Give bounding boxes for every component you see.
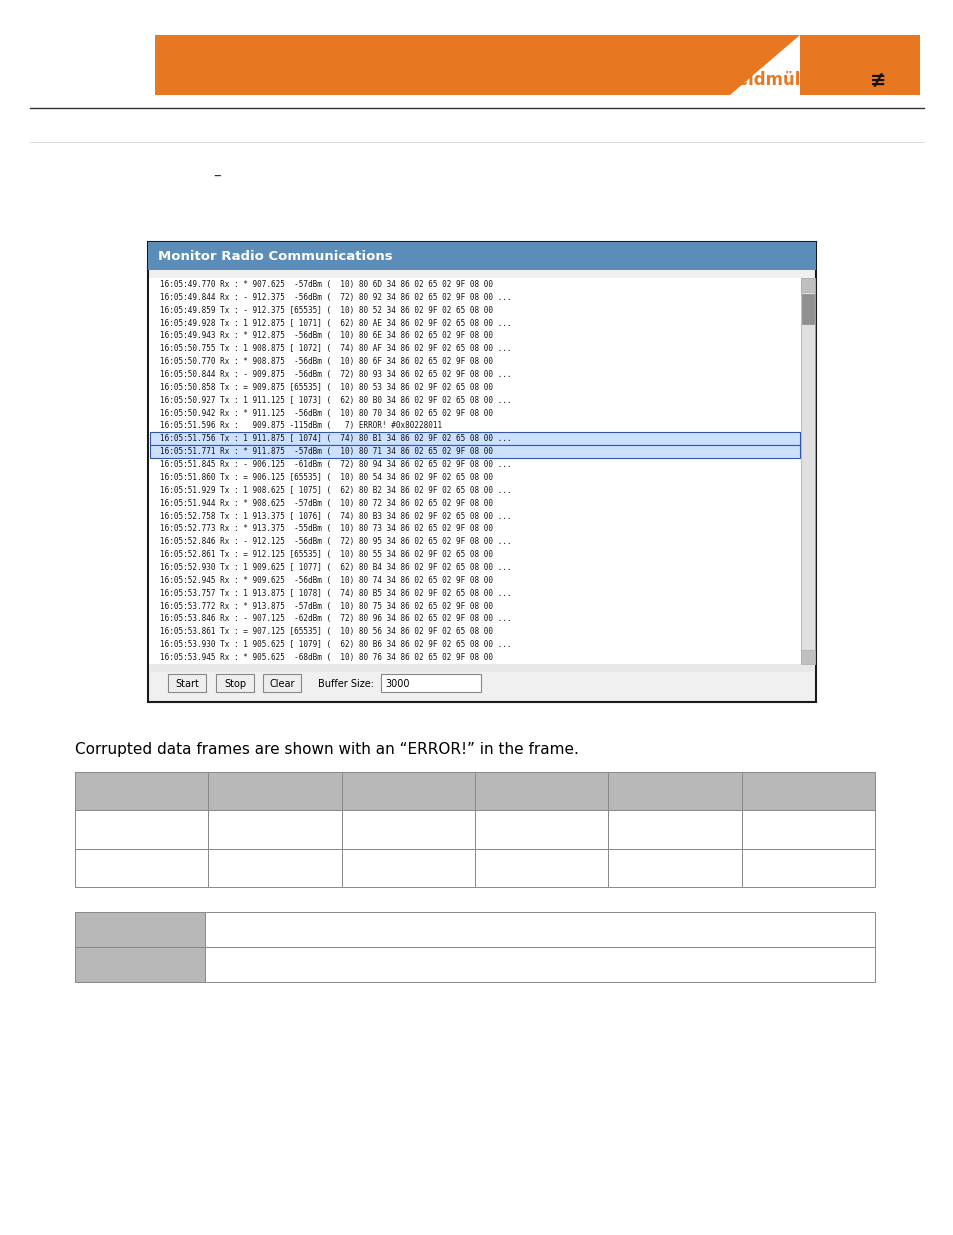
Text: 16:05:53.945 Rx : * 905.625  -68dBm (  10) 80 76 34 86 02 65 02 9F 08 00: 16:05:53.945 Rx : * 905.625 -68dBm ( 10)… — [160, 653, 493, 662]
Bar — [154, 35, 729, 95]
Text: 16:05:52.758 Tx : 1 913.375 [ 1076] (  74) 80 B3 34 86 02 9F 02 65 08 00 ...: 16:05:52.758 Tx : 1 913.375 [ 1076] ( 74… — [160, 511, 511, 520]
Text: ≢: ≢ — [869, 70, 885, 89]
Text: 16:05:51.845 Rx : - 906.125  -61dBm (  72) 80 94 34 86 02 65 02 9F 08 00 ...: 16:05:51.845 Rx : - 906.125 -61dBm ( 72)… — [160, 461, 511, 469]
Text: 16:05:51.771 Rx : * 911.875  -57dBm (  10) 80 71 34 86 02 65 02 9F 08 00: 16:05:51.771 Rx : * 911.875 -57dBm ( 10)… — [160, 447, 493, 456]
Bar — [149, 664, 814, 672]
Bar — [208, 810, 341, 848]
Text: 16:05:50.770 Rx : * 908.875  -56dBm (  10) 80 6F 34 86 02 65 02 9F 08 00: 16:05:50.770 Rx : * 908.875 -56dBm ( 10)… — [160, 357, 493, 366]
Bar — [75, 947, 205, 982]
Text: 16:05:49.943 Rx : * 912.875  -56dBm (  10) 80 6E 34 86 02 65 02 9F 08 00: 16:05:49.943 Rx : * 912.875 -56dBm ( 10)… — [160, 331, 493, 341]
Text: 16:05:49.844 Rx : - 912.375  -56dBm (  72) 80 92 34 86 02 65 02 9F 08 00 ...: 16:05:49.844 Rx : - 912.375 -56dBm ( 72)… — [160, 293, 511, 301]
Text: Start: Start — [175, 679, 199, 689]
Polygon shape — [729, 35, 800, 95]
Bar — [801, 650, 814, 664]
Text: 16:05:52.846 Rx : - 912.125  -56dBm (  72) 80 95 34 86 02 65 02 9F 08 00 ...: 16:05:52.846 Rx : - 912.125 -56dBm ( 72)… — [160, 537, 511, 546]
Bar — [608, 772, 740, 810]
Text: 16:05:51.944 Rx : * 908.625  -57dBm (  10) 80 72 34 86 02 65 02 9F 08 00: 16:05:51.944 Rx : * 908.625 -57dBm ( 10)… — [160, 499, 493, 508]
Text: 3000: 3000 — [385, 679, 409, 689]
Text: 16:05:50.858 Tx : = 909.875 [65535] (  10) 80 53 34 86 02 9F 02 65 08 00: 16:05:50.858 Tx : = 909.875 [65535] ( 10… — [160, 383, 493, 391]
Bar — [740, 810, 874, 848]
Text: 16:05:53.772 Rx : * 913.875  -57dBm (  10) 80 75 34 86 02 65 02 9F 08 00: 16:05:53.772 Rx : * 913.875 -57dBm ( 10)… — [160, 601, 493, 610]
Bar — [801, 278, 814, 291]
Bar — [205, 911, 874, 947]
Bar — [475, 810, 608, 848]
Bar — [475, 772, 608, 810]
Bar — [148, 242, 815, 701]
Text: 16:05:49.770 Rx : * 907.625  -57dBm (  10) 80 6D 34 86 02 65 02 9F 08 00: 16:05:49.770 Rx : * 907.625 -57dBm ( 10)… — [160, 280, 493, 289]
Bar — [341, 772, 475, 810]
Text: 16:05:50.927 Tx : 1 911.125 [ 1073] (  62) 80 B0 34 86 02 9F 02 65 08 00 ...: 16:05:50.927 Tx : 1 911.125 [ 1073] ( 62… — [160, 395, 511, 405]
Text: Corrupted data frames are shown with an “ERROR!” in the frame.: Corrupted data frames are shown with an … — [75, 742, 578, 757]
Bar — [380, 674, 480, 692]
Bar — [75, 911, 205, 947]
Text: 16:05:52.930 Tx : 1 909.625 [ 1077] (  62) 80 B4 34 86 02 9F 02 65 08 00 ...: 16:05:52.930 Tx : 1 909.625 [ 1077] ( 62… — [160, 563, 511, 572]
Bar — [150, 446, 800, 458]
Bar — [341, 810, 475, 848]
Text: 16:05:51.596 Rx :   909.875 -115dBm (   7) ERROR! #0x80228011: 16:05:51.596 Rx : 909.875 -115dBm ( 7) E… — [160, 421, 441, 431]
Bar — [475, 848, 608, 887]
Bar — [149, 278, 801, 664]
Bar — [208, 848, 341, 887]
Bar — [150, 432, 800, 446]
Bar — [801, 294, 813, 324]
Text: 16:05:53.757 Tx : 1 913.875 [ 1078] (  74) 80 B5 34 86 02 9F 02 65 08 00 ...: 16:05:53.757 Tx : 1 913.875 [ 1078] ( 74… — [160, 589, 511, 598]
Text: 16:05:53.930 Tx : 1 905.625 [ 1079] (  62) 80 B6 34 86 02 9F 02 65 08 00 ...: 16:05:53.930 Tx : 1 905.625 [ 1079] ( 62… — [160, 640, 511, 650]
Text: Weidmüller: Weidmüller — [720, 70, 825, 89]
Bar — [801, 278, 814, 664]
Bar — [75, 848, 208, 887]
Text: 16:05:53.846 Rx : - 907.125  -62dBm (  72) 80 96 34 86 02 65 02 9F 08 00 ...: 16:05:53.846 Rx : - 907.125 -62dBm ( 72)… — [160, 615, 511, 624]
Text: –: – — [213, 168, 220, 183]
Bar — [208, 772, 341, 810]
Text: 16:05:49.859 Tx : - 912.375 [65535] (  10) 80 52 34 86 02 9F 02 65 08 00: 16:05:49.859 Tx : - 912.375 [65535] ( 10… — [160, 306, 493, 315]
Bar — [215, 674, 253, 692]
Text: 16:05:50.755 Tx : 1 908.875 [ 1072] (  74) 80 AF 34 86 02 9F 02 65 08 00 ...: 16:05:50.755 Tx : 1 908.875 [ 1072] ( 74… — [160, 345, 511, 353]
Text: 16:05:49.928 Tx : 1 912.875 [ 1071] (  62) 80 AE 34 86 02 9F 02 65 08 00 ...: 16:05:49.928 Tx : 1 912.875 [ 1071] ( 62… — [160, 319, 511, 327]
Text: Monitor Radio Communications: Monitor Radio Communications — [158, 249, 393, 263]
Text: 16:05:52.861 Tx : = 912.125 [65535] (  10) 80 55 34 86 02 9F 02 65 08 00: 16:05:52.861 Tx : = 912.125 [65535] ( 10… — [160, 550, 493, 559]
Bar — [75, 810, 208, 848]
Bar — [740, 772, 874, 810]
Bar — [263, 674, 301, 692]
Text: Clear: Clear — [269, 679, 294, 689]
Text: 16:05:53.861 Tx : = 907.125 [65535] (  10) 80 56 34 86 02 9F 02 65 08 00: 16:05:53.861 Tx : = 907.125 [65535] ( 10… — [160, 627, 493, 636]
Bar — [75, 772, 208, 810]
Bar — [608, 810, 740, 848]
Text: 16:05:50.844 Rx : - 909.875  -56dBm (  72) 80 93 34 86 02 65 02 9F 08 00 ...: 16:05:50.844 Rx : - 909.875 -56dBm ( 72)… — [160, 370, 511, 379]
Text: 16:05:52.773 Rx : * 913.375  -55dBm (  10) 80 73 34 86 02 65 02 9F 08 00: 16:05:52.773 Rx : * 913.375 -55dBm ( 10)… — [160, 525, 493, 534]
Bar — [800, 35, 919, 95]
Bar — [341, 848, 475, 887]
Text: 16:05:51.929 Tx : 1 908.625 [ 1075] (  62) 80 B2 34 86 02 9F 02 65 08 00 ...: 16:05:51.929 Tx : 1 908.625 [ 1075] ( 62… — [160, 485, 511, 495]
Bar — [205, 947, 874, 982]
Bar — [168, 674, 206, 692]
Text: 16:05:50.942 Rx : * 911.125  -56dBm (  10) 80 70 34 86 02 65 02 9F 08 00: 16:05:50.942 Rx : * 911.125 -56dBm ( 10)… — [160, 409, 493, 417]
Bar — [608, 848, 740, 887]
Text: 16:05:52.945 Rx : * 909.625  -56dBm (  10) 80 74 34 86 02 65 02 9F 08 00: 16:05:52.945 Rx : * 909.625 -56dBm ( 10)… — [160, 576, 493, 585]
Bar — [740, 848, 874, 887]
Text: 16:05:51.756 Tx : 1 911.875 [ 1074] (  74) 80 B1 34 86 02 9F 02 65 08 00 ...: 16:05:51.756 Tx : 1 911.875 [ 1074] ( 74… — [160, 435, 511, 443]
Bar — [148, 242, 815, 270]
Text: Stop: Stop — [224, 679, 246, 689]
Text: Buffer Size:: Buffer Size: — [317, 679, 374, 689]
Text: 16:05:51.860 Tx : = 906.125 [65535] (  10) 80 54 34 86 02 9F 02 65 08 00: 16:05:51.860 Tx : = 906.125 [65535] ( 10… — [160, 473, 493, 482]
